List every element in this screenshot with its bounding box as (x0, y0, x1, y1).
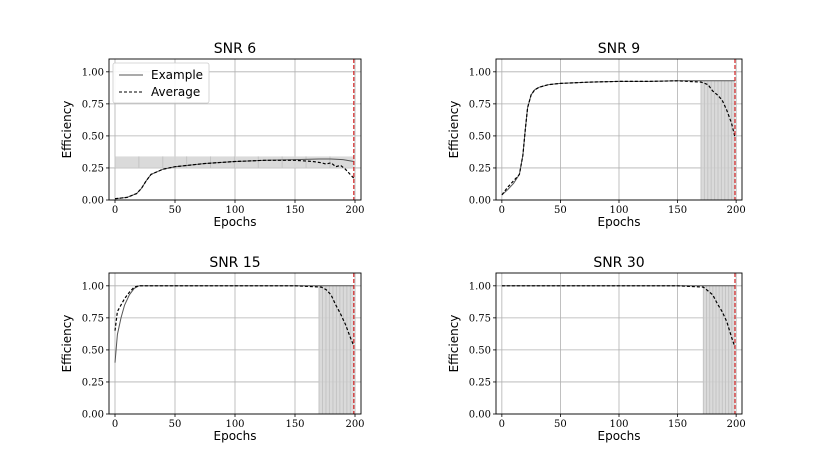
legend-label: Average (151, 85, 200, 99)
x-tick-label: 100 (225, 205, 244, 216)
chart-panel-4: 0 50 100 150 200 0.00 0.25 0.50 0.75 1.00 SNR 30 Ep… (447, 255, 746, 443)
series-line-example (114, 285, 354, 363)
x-tick-label: 0 (112, 419, 118, 430)
y-tick-label: 1.00 (469, 67, 491, 78)
x-tick-label: 200 (727, 205, 746, 216)
x-axis-label: Epochs (598, 215, 641, 229)
x-axis-label: Epochs (214, 215, 257, 229)
y-axis-label: Efficiency (447, 101, 461, 159)
x-axis-label: Epochs (598, 429, 641, 443)
y-tick-label: 0.25 (469, 377, 491, 388)
x-tick-label: 200 (345, 419, 364, 430)
chart-title: SNR 9 (598, 41, 640, 57)
y-tick-label: 0.00 (82, 410, 104, 421)
x-tick-label: 0 (499, 205, 505, 216)
x-tick-label: 150 (285, 205, 304, 216)
series-line-average (501, 80, 736, 196)
y-tick-label: 0.75 (82, 99, 104, 110)
y-tick-label: 0.00 (82, 196, 104, 207)
y-tick-label: 1.00 (82, 67, 104, 78)
y-tick-label: 1.00 (469, 281, 491, 292)
x-tick-label: 50 (169, 205, 182, 216)
x-tick-label: 0 (499, 419, 505, 430)
y-tick-label: 0.50 (82, 345, 104, 356)
x-tick-label: 150 (668, 205, 687, 216)
y-tick-label: 1.00 (82, 281, 104, 292)
legend-label: Example (151, 68, 203, 82)
y-axis-label: Efficiency (60, 101, 74, 159)
y-tick-label: 0.00 (469, 196, 491, 207)
y-tick-label: 0.50 (82, 131, 104, 142)
x-tick-label: 100 (609, 205, 628, 216)
chart-panel-2: 0 50 100 150 200 0.00 0.25 0.50 0.75 1.00 SNR 9 Epo… (447, 41, 746, 229)
y-axis-label: Efficiency (60, 315, 74, 373)
x-tick-label: 50 (554, 205, 567, 216)
chart-panel-3: 0 50 100 150 200 0.00 0.25 0.50 0.75 1.00 SNR 15 Ep… (60, 255, 365, 443)
y-tick-label: 0.75 (82, 313, 104, 324)
x-tick-label: 150 (668, 419, 687, 430)
series-line-average (501, 285, 736, 348)
legend: Example Average (112, 62, 210, 104)
y-tick-label: 0.25 (82, 377, 104, 388)
chart-panel-1: 0 50 100 150 200 0.00 0.25 0.50 0.75 1.00 SNR 6 Epo… (60, 41, 365, 229)
y-tick-label: 0.25 (82, 163, 104, 174)
x-tick-label: 100 (225, 419, 244, 430)
x-axis-label: Epochs (214, 429, 257, 443)
series-line-example (501, 80, 735, 196)
x-tick-label: 150 (285, 419, 304, 430)
series-line-average (114, 159, 355, 200)
y-tick-label: 0.75 (469, 99, 491, 110)
y-tick-label: 0.75 (469, 313, 491, 324)
chart-title: SNR 15 (209, 255, 260, 271)
x-tick-label: 200 (345, 205, 364, 216)
y-tick-label: 0.00 (469, 410, 491, 421)
x-tick-label: 200 (727, 419, 746, 430)
y-axis-label: Efficiency (447, 315, 461, 373)
x-tick-label: 100 (609, 419, 628, 430)
y-tick-label: 0.50 (469, 345, 491, 356)
x-tick-label: 50 (554, 419, 567, 430)
legend-box (112, 62, 210, 104)
x-tick-label: 0 (112, 205, 118, 216)
chart-title: SNR 30 (593, 255, 644, 271)
y-tick-label: 0.25 (469, 163, 491, 174)
y-tick-label: 0.50 (469, 131, 491, 142)
chart-title: SNR 6 (214, 41, 257, 57)
x-tick-label: 50 (169, 419, 182, 430)
series-line-average (114, 285, 355, 347)
